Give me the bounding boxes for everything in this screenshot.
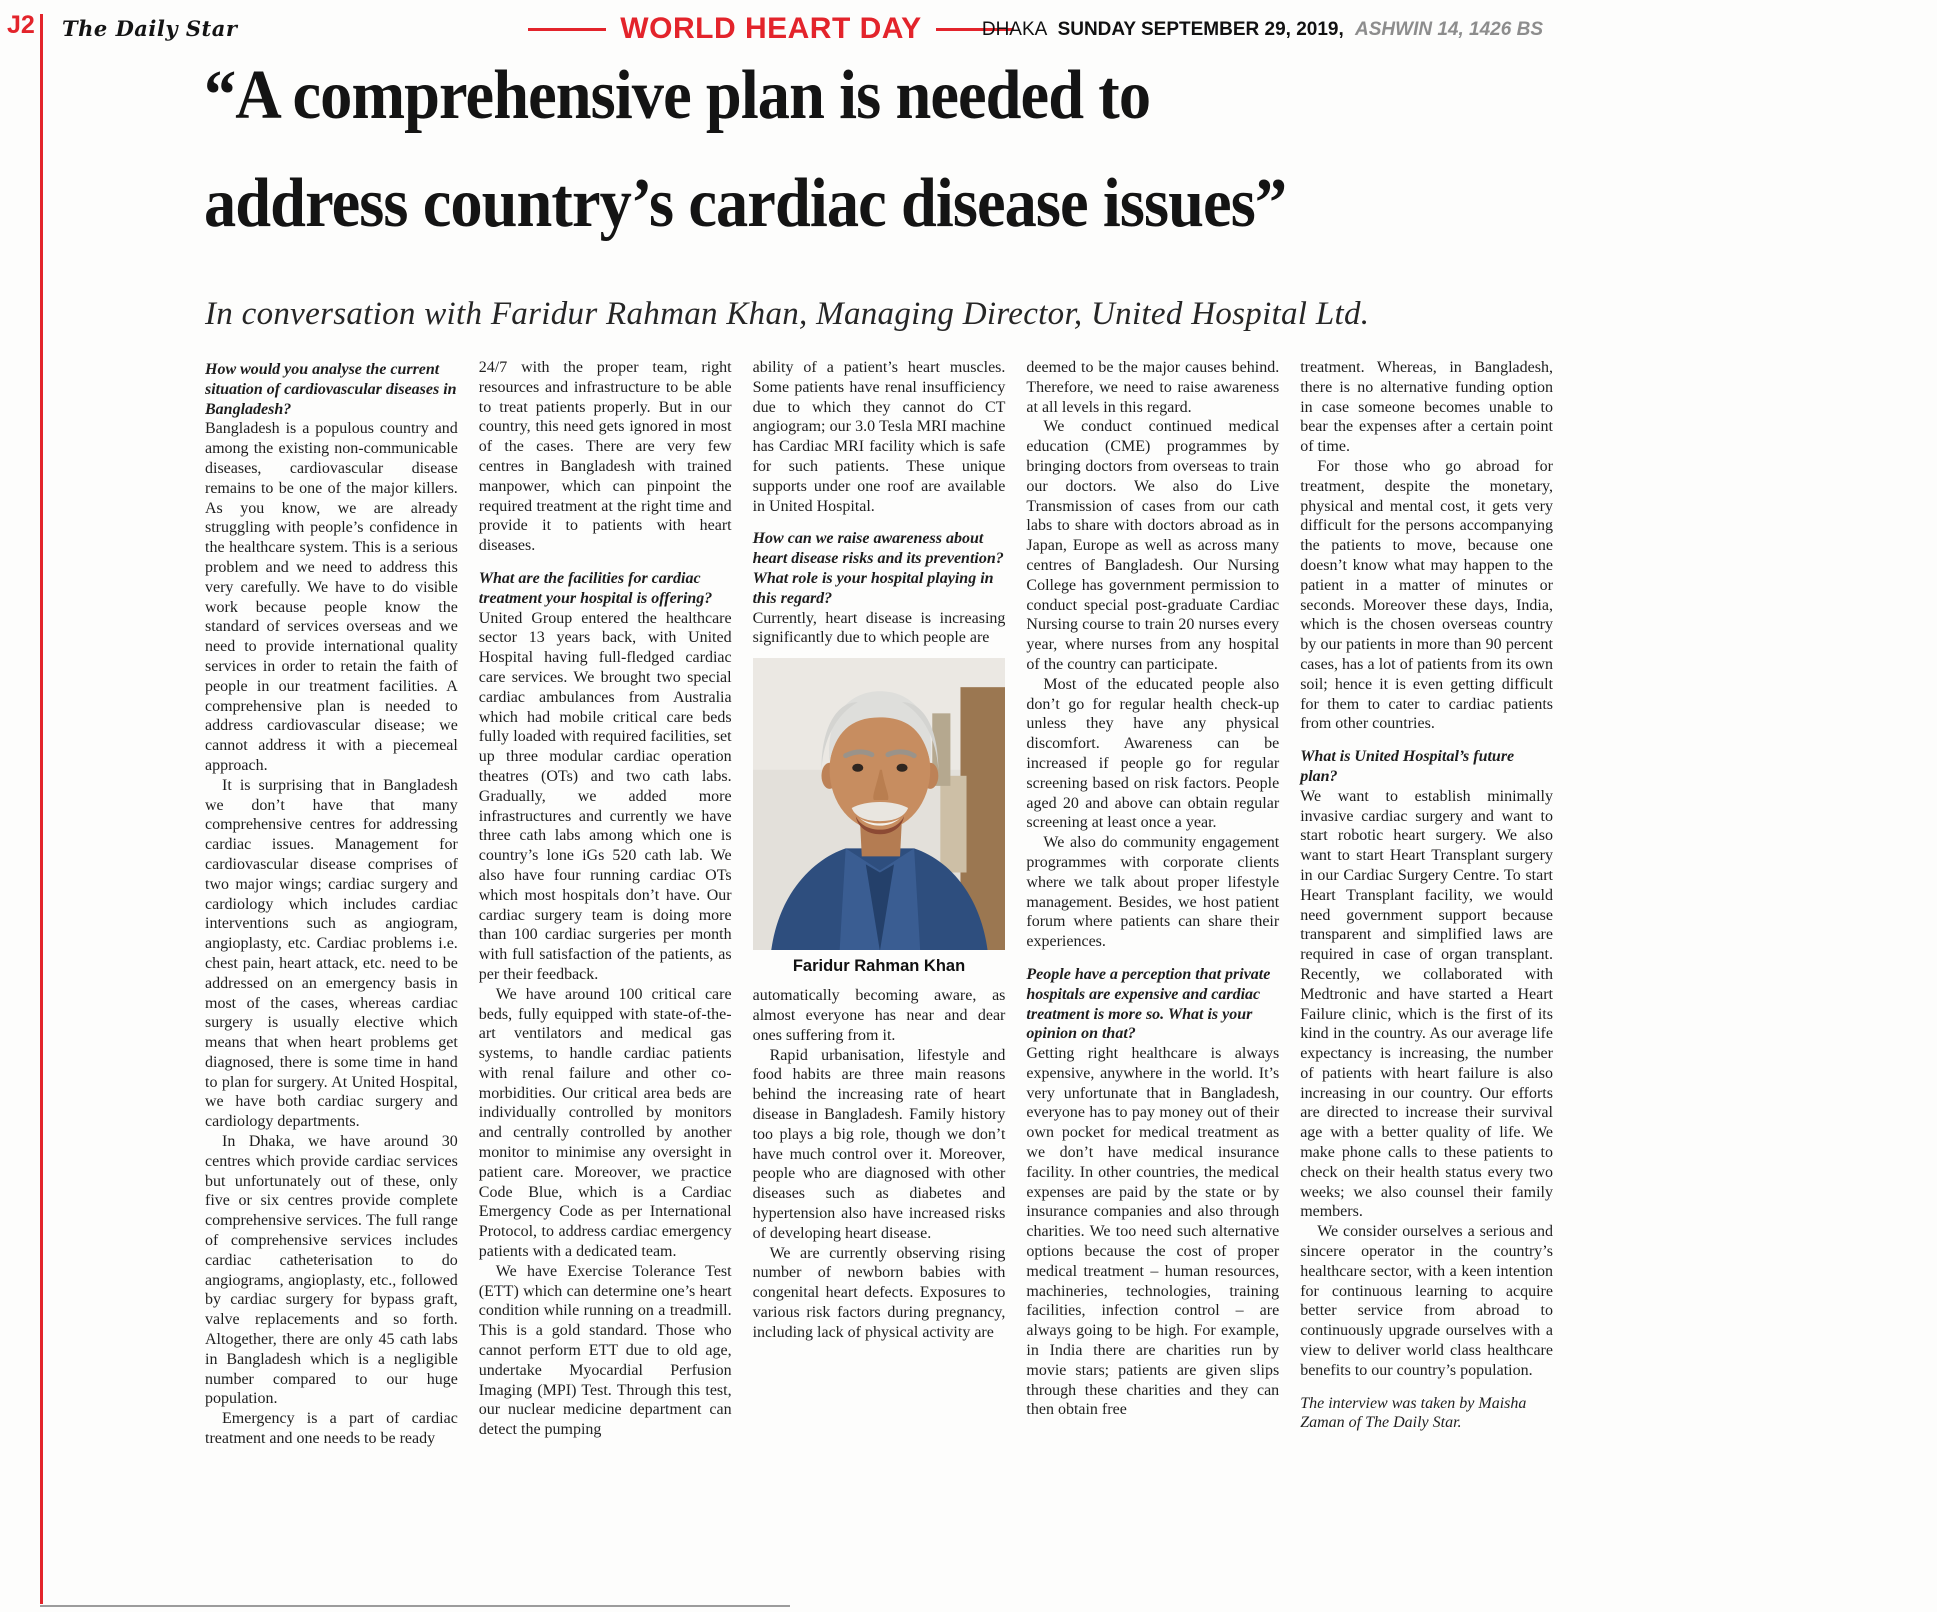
dateline: DHAKA SUNDAY SEPTEMBER 29, 2019, ASHWIN … [982, 19, 1543, 41]
body-paragraph: automatically becoming aware, as almost … [752, 987, 1006, 1044]
interview-question: What are the facilities for cardiac trea… [478, 569, 713, 607]
body-paragraph: We conduct continued medical education (… [1026, 418, 1280, 673]
body-paragraph: Rapid urbanisation, lifestyle and food h… [752, 1046, 1006, 1242]
dateline-bengali-date: ASHWIN 14, 1426 BS [1355, 19, 1543, 40]
body-paragraph: treatment. Whereas, in Bangladesh, there… [1300, 359, 1553, 456]
interviewee-photo: Faridur Rahman Khan [752, 658, 1006, 976]
banner-rule-right [935, 27, 1014, 31]
masthead-logo: The Daily Star [62, 16, 238, 41]
section-title: WORLD HEART DAY [620, 12, 922, 45]
interview-credit: The interview was taken by Maisha Zaman … [1300, 1394, 1527, 1432]
main-headline: “A comprehensive plan is needed to addre… [204, 42, 1287, 258]
headline-line-2: address country’s cardiac disease issues… [204, 165, 1287, 242]
body-paragraph: In Dhaka, we have around 30 centres whic… [205, 1133, 458, 1408]
subheadline: In conversation with Faridur Rahman Khan… [205, 296, 1370, 332]
article-column-4: deemed to be the major causes behind. Th… [1026, 358, 1279, 1563]
body-paragraph: ability of a patient’s heart muscles. So… [752, 359, 1006, 515]
body-paragraph: We are currently observing rising number… [752, 1244, 1006, 1341]
body-paragraph: For those who go abroad for treatment, d… [1300, 457, 1553, 733]
body-paragraph: United Group entered the healthcare sect… [478, 609, 732, 983]
body-paragraph: Most of the educated people also don’t g… [1026, 675, 1280, 832]
body-paragraph: We also do community engagement programm… [1026, 834, 1280, 951]
body-paragraph: deemed to be the major causes behind. Th… [1026, 359, 1280, 416]
body-paragraph: Bangladesh is a populous country and amo… [205, 420, 458, 774]
dateline-date: SUNDAY SEPTEMBER 29, 2019, [1057, 19, 1344, 40]
interview-question: How would you analyse the current situat… [205, 361, 457, 418]
bottom-section-rule [40, 1605, 790, 1607]
portrait-illustration [752, 658, 1006, 951]
body-paragraph: Getting right healthcare is always expen… [1026, 1045, 1280, 1419]
body-paragraph: Emergency is a part of cardiac treatment… [205, 1410, 458, 1448]
dateline-city: DHAKA [981, 19, 1047, 40]
banner-rule-left [528, 27, 607, 31]
left-edge-rule [40, 14, 43, 1604]
article-columns: How would you analyse the current situat… [205, 358, 1553, 1563]
article-column-3: ability of a patient’s heart muscles. So… [752, 358, 1006, 1563]
interview-question: What is United Hospital’s future plan? [1300, 748, 1515, 785]
page-number: J2 [7, 11, 35, 39]
body-paragraph: We have Exercise Tolerance Test (ETT) wh… [478, 1262, 732, 1439]
section-banner: WORLD HEART DAY [528, 12, 1014, 46]
body-paragraph: We consider ourselves a serious and sinc… [1300, 1223, 1553, 1379]
headline-line-1: “A comprehensive plan is needed to [204, 57, 1151, 134]
interview-question: People have a perception that private ho… [1026, 965, 1271, 1043]
body-paragraph: We want to establish minimally invasive … [1300, 787, 1553, 1221]
body-paragraph: It is surprising that in Bangladesh we d… [205, 776, 458, 1131]
interview-question: How can we raise awareness about heart d… [752, 530, 1004, 607]
article-column-2: 24/7 with the proper team, right resourc… [479, 358, 732, 1563]
photo-caption: Faridur Rahman Khan [792, 957, 966, 976]
body-paragraph: We have around 100 critical care beds, f… [478, 985, 732, 1261]
body-paragraph: 24/7 with the proper team, right resourc… [478, 359, 732, 555]
body-paragraph: Currently, heart disease is increasing s… [752, 609, 1006, 647]
article-column-5: treatment. Whereas, in Bangladesh, there… [1300, 358, 1553, 1563]
article-column-1: How would you analyse the current situat… [205, 358, 458, 1563]
